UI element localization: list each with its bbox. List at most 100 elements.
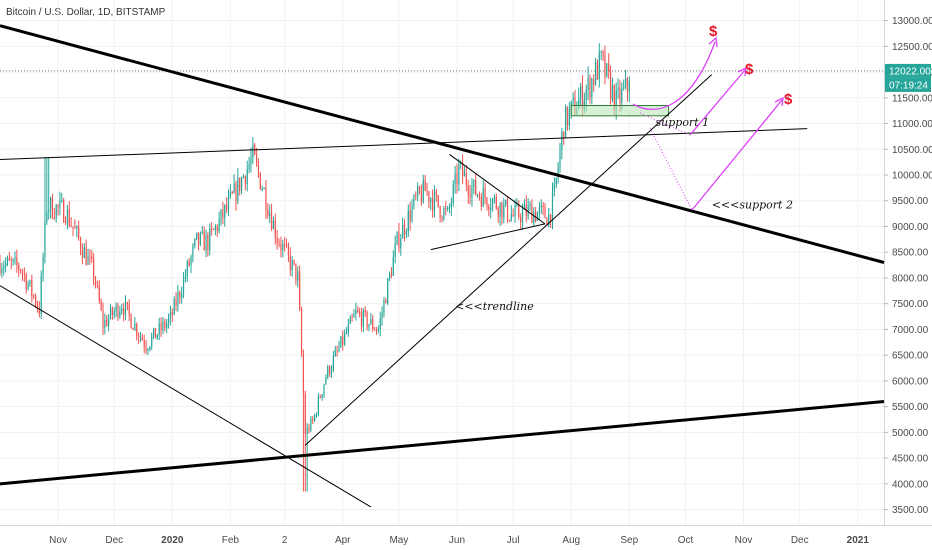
x-tick-label: Apr [335,535,351,546]
candle-body [441,217,443,219]
candle-body [96,285,98,287]
candle-body [561,131,563,150]
candle-body [121,308,123,312]
projection-path-dotted-2[interactable] [649,127,693,211]
candle-body [600,51,602,53]
candle-body [113,311,115,315]
candle-body [589,77,591,98]
candle-body [454,173,456,185]
candle-body [216,226,218,232]
candle-body [347,323,349,333]
candle-body [360,314,363,327]
candle-body [280,244,282,250]
candle-body [94,278,97,286]
candle-body [164,321,166,328]
candle-body [0,262,1,274]
candle-body [267,210,269,216]
candle-body [518,204,520,218]
candle-body [340,336,342,348]
candle-body [501,202,503,218]
candle-body [381,312,383,319]
candle-body [233,183,235,193]
candle-body [42,257,44,276]
y-tick-label: 5500.00 [892,402,929,413]
candle-body [184,276,187,278]
candle-body [263,188,265,190]
candle-body [246,169,248,184]
candle-body [108,318,110,326]
trendline-drawings[interactable] [0,24,885,508]
trendline-lower-descending[interactable] [0,285,372,508]
candle-body [306,427,308,434]
candle-body [78,226,80,239]
candle-body [3,267,5,270]
candle-body [98,285,100,302]
candle-body [437,195,439,207]
candle-body [175,299,177,306]
candle-body [27,283,29,290]
trendline-upper-descending[interactable] [0,24,885,264]
candle-body [128,304,130,315]
candle-body [551,191,554,222]
candle-body [6,257,9,263]
candle-body [192,245,194,257]
candle-body [119,311,121,317]
candle-body [186,261,188,277]
candle-body [555,178,557,185]
candle-body [25,274,27,290]
target-dollar-1: $ [709,23,718,40]
triangle-upper[interactable] [449,154,546,225]
candle-body [503,204,505,218]
candle-body [379,318,381,330]
candle-body [628,80,630,92]
candle-body [566,106,569,126]
candle-body [344,333,346,345]
projection-path-3[interactable] [691,99,783,211]
candle-body [428,191,430,202]
candle-body [36,304,39,308]
x-tick-label: 2020 [161,535,184,546]
candle-body [540,205,542,208]
candle-body [392,256,394,276]
candle-body [224,205,226,218]
projection-curve-magenta[interactable] [632,41,716,111]
candle-body [317,396,319,415]
candle-body [158,323,160,335]
x-tick-label: 2021 [847,535,870,546]
candle-body [1,269,3,274]
projection-path-2[interactable] [689,69,746,136]
triangle-lower[interactable] [430,223,546,251]
y-tick-label: 3500.00 [892,505,929,516]
candle-body [70,225,72,227]
candle-body [523,204,526,210]
trendline-rising[interactable] [304,74,713,446]
candle-body [594,62,597,85]
candle-body [422,180,424,203]
support-zone-box[interactable] [570,105,670,117]
candle-body [368,324,370,328]
candle-body [199,233,201,245]
projection-arrows[interactable] [632,36,784,211]
candle-body [417,186,419,196]
candle-body [559,149,561,168]
candle-body [12,259,14,262]
candle-body [300,309,303,355]
candle-body [520,217,522,223]
candle-body [617,88,619,91]
candle-body [349,317,351,324]
candle-body [295,263,297,281]
trendline-resistance-horizontal[interactable] [0,128,808,161]
candle-body [471,186,473,198]
candle-body [615,90,617,111]
candle-body [512,214,514,216]
trendline-lower-ascending[interactable] [0,399,885,486]
candle-body [355,310,357,315]
candle-body [196,232,198,240]
candle-body [598,52,600,80]
candle-body [546,218,548,226]
y-tick-label: 10500.00 [892,145,932,156]
projection-path-dotted-1[interactable] [639,112,691,136]
time-axis[interactable]: Nov Dec 2020 Feb 2 Apr May Jun Jul Aug Sep Oct Nov De… [49,535,869,546]
